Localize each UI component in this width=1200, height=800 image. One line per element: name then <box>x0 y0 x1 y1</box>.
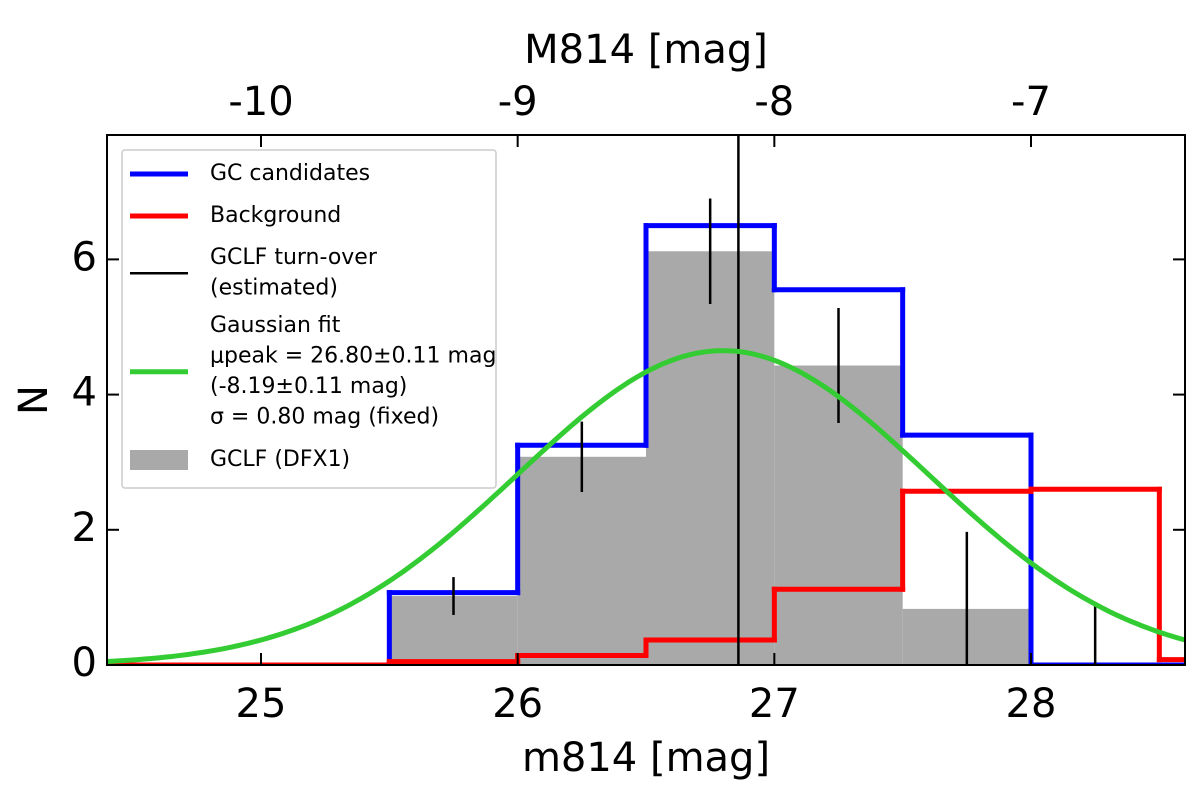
x2-tick-label: -10 <box>228 79 293 125</box>
x2-tick-label: -7 <box>1011 79 1051 125</box>
legend-label: (-8.19±0.11 mag) <box>210 374 407 399</box>
legend-box <box>121 149 497 489</box>
legend-label: Gaussian fit <box>210 313 341 338</box>
plot-area <box>107 135 1185 665</box>
y-tick-label: 4 <box>72 370 97 416</box>
x-tick-label: 27 <box>749 681 800 727</box>
x2-tick-label: -8 <box>754 79 794 125</box>
x2-tick-label: -9 <box>498 79 538 125</box>
y-tick-label: 6 <box>72 234 97 280</box>
gaussian-fit <box>107 348 1185 664</box>
x-tick-label: 28 <box>1006 681 1057 727</box>
legend-label: GCLF (DFX1) <box>210 447 350 472</box>
x2-axis-label: M814 [mag] <box>524 27 768 73</box>
legend-label: σ = 0.80 mag (fixed) <box>210 405 439 430</box>
x-tick-label: 25 <box>236 681 287 727</box>
axes-frame <box>106 134 1186 666</box>
legend: GC candidates Background GCLF turn-over (es… <box>130 161 496 472</box>
legend-swatch <box>130 450 188 470</box>
legend-label: μpeak = 26.80±0.11 mag <box>210 344 496 369</box>
bar <box>646 251 775 665</box>
y-tick-label: 2 <box>72 505 97 551</box>
legend-label: GC candidates <box>210 161 370 186</box>
legend-label: GCLF turn-over <box>210 245 378 270</box>
legend-label: (estimated) <box>210 276 338 301</box>
x-tick-label: 26 <box>492 681 543 727</box>
y-tick-label: 0 <box>72 640 97 686</box>
y-axis-label: N <box>11 385 57 415</box>
legend-label: Background <box>210 203 341 228</box>
x-axis-label: m814 [mag] <box>522 735 770 781</box>
